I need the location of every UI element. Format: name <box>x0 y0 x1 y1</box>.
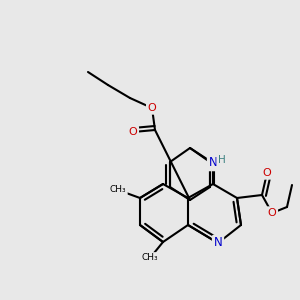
Text: CH₃: CH₃ <box>142 254 158 262</box>
Text: O: O <box>129 127 137 137</box>
Text: CH₃: CH₃ <box>110 185 126 194</box>
Text: O: O <box>268 208 276 218</box>
Text: O: O <box>148 103 156 113</box>
Text: H: H <box>218 155 226 165</box>
Text: N: N <box>208 157 217 169</box>
Text: O: O <box>262 168 272 178</box>
Text: N: N <box>214 236 222 250</box>
